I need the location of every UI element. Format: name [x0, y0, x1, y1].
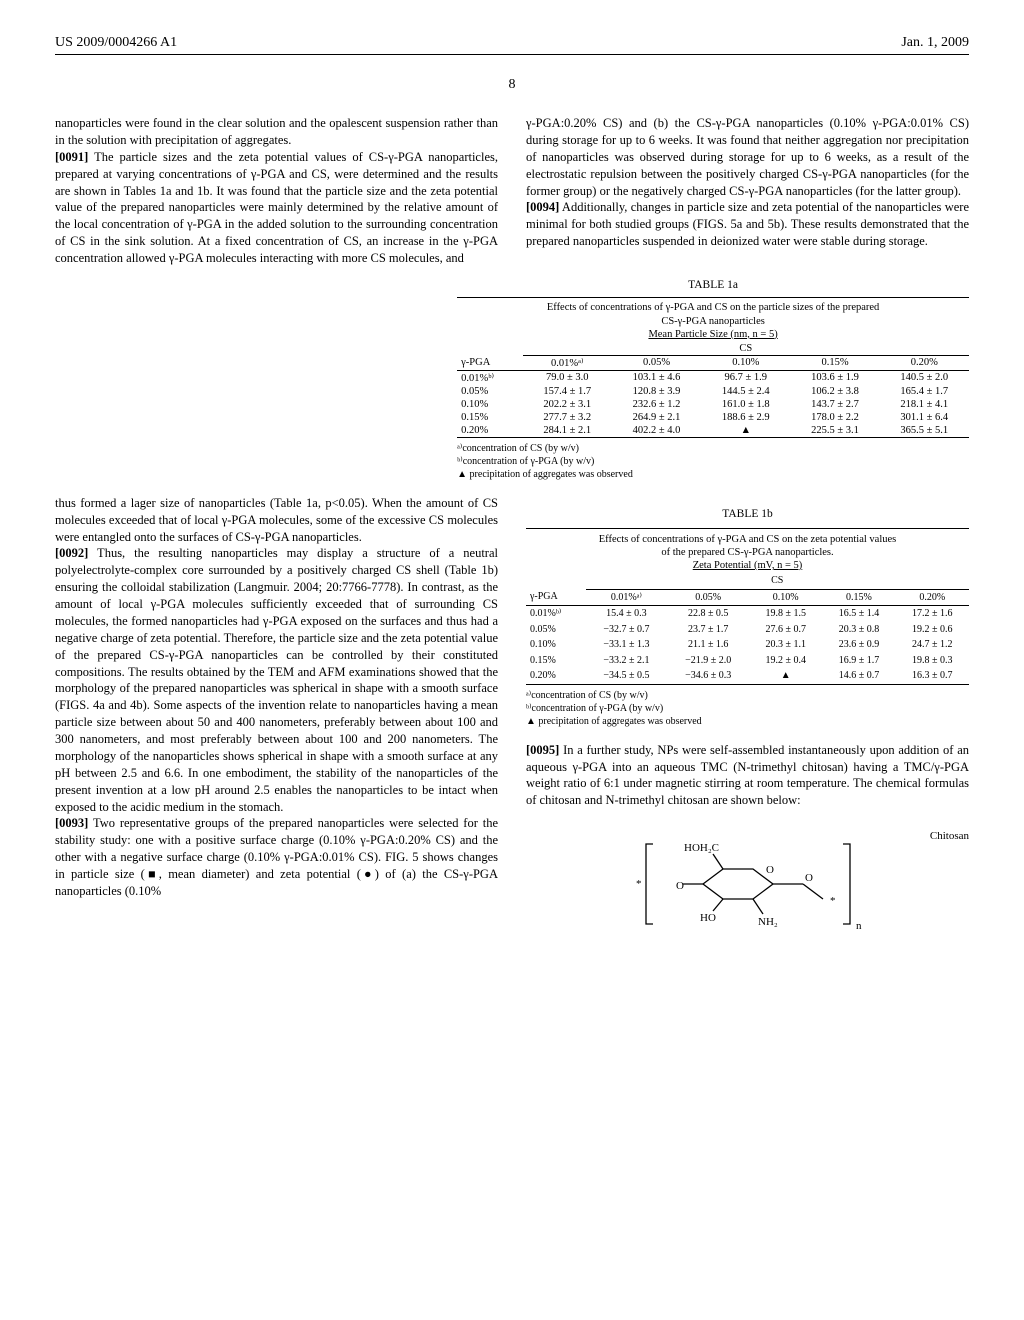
svg-text:O: O [766, 864, 774, 876]
svg-text:NH₂: NH₂ [758, 916, 778, 928]
lower-columns: thus formed a lager size of nanoparticle… [55, 495, 969, 939]
table-caption: Effects of concentrations of γ-PGA and C… [457, 300, 969, 341]
chitosan-structure: Chitosan * n [526, 829, 969, 939]
paragraph: [0091] The particle sizes and the zeta p… [55, 149, 498, 267]
left-column-upper: nanoparticles were found in the clear so… [55, 115, 498, 267]
svg-text:HOH₂C: HOH₂C [684, 842, 719, 854]
right-column-lower: TABLE 1b Effects of concentrations of γ-… [526, 495, 969, 939]
upper-columns: nanoparticles were found in the clear so… [55, 115, 969, 267]
table-1a-section: TABLE 1a Effects of concentrations of γ-… [457, 279, 969, 481]
paragraph: [0095] In a further study, NPs were self… [526, 742, 969, 810]
publication-number: US 2009/0004266 A1 [55, 35, 177, 51]
table-footnotes: ᵃ⁾concentration of CS (by w/v) ᵇ⁾concent… [526, 689, 969, 728]
page-header: US 2009/0004266 A1 Jan. 1, 2009 [55, 35, 969, 55]
paragraph: nanoparticles were found in the clear so… [55, 115, 498, 149]
table-1a: Effects of concentrations of γ-PGA and C… [457, 297, 969, 438]
svg-text:n: n [856, 920, 862, 932]
right-column-upper: γ-PGA:0.20% CS) and (b) the CS-γ-PGA nan… [526, 115, 969, 267]
table-title: TABLE 1b [526, 507, 969, 523]
svg-text:*: * [830, 895, 836, 907]
paragraph: [0093] Two representative groups of the … [55, 815, 498, 899]
chitosan-svg: * n * HOH₂C O O HO NH₂ O [608, 829, 888, 939]
chem-label: Chitosan [930, 829, 969, 844]
table-1b: Effects of concentrations of γ-PGA and C… [526, 528, 969, 684]
paragraph: [0094] Additionally, changes in particle… [526, 199, 969, 250]
left-column-lower: thus formed a lager size of nanoparticle… [55, 495, 498, 939]
paragraph: γ-PGA:0.20% CS) and (b) the CS-γ-PGA nan… [526, 115, 969, 199]
svg-text:O: O [805, 872, 813, 884]
table-caption: Effects of concentrations of γ-PGA and C… [526, 532, 969, 573]
table-footnotes: ᵃ⁾concentration of CS (by w/v) ᵇ⁾concent… [457, 442, 969, 481]
page-number: 8 [55, 77, 969, 93]
svg-text:O: O [676, 880, 684, 892]
paragraph: thus formed a lager size of nanoparticle… [55, 495, 498, 546]
publication-date: Jan. 1, 2009 [901, 35, 969, 51]
svg-text:*: * [636, 878, 642, 890]
svg-text:HO: HO [700, 912, 716, 924]
table-title: TABLE 1a [457, 279, 969, 291]
paragraph: [0092] Thus, the resulting nanoparticles… [55, 545, 498, 815]
